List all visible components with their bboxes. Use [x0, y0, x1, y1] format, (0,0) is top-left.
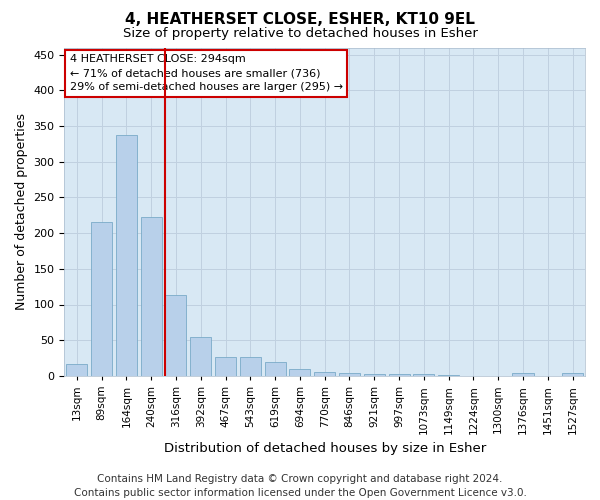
Bar: [66, 364, 88, 376]
Bar: [413, 374, 434, 376]
Bar: [289, 369, 310, 376]
Text: Contains HM Land Registry data © Crown copyright and database right 2024.
Contai: Contains HM Land Registry data © Crown c…: [74, 474, 526, 498]
Bar: [389, 374, 410, 376]
Text: 4 HEATHERSET CLOSE: 294sqm
← 71% of detached houses are smaller (736)
29% of sem: 4 HEATHERSET CLOSE: 294sqm ← 71% of deta…: [70, 54, 343, 92]
Bar: [166, 295, 187, 376]
X-axis label: Distribution of detached houses by size in Esher: Distribution of detached houses by size …: [164, 442, 486, 455]
Bar: [314, 372, 335, 376]
Bar: [364, 374, 385, 376]
Bar: [116, 134, 137, 376]
Bar: [438, 375, 459, 376]
Bar: [190, 338, 211, 376]
Bar: [562, 373, 583, 376]
Bar: [140, 218, 162, 376]
Y-axis label: Number of detached properties: Number of detached properties: [15, 113, 28, 310]
Text: Size of property relative to detached houses in Esher: Size of property relative to detached ho…: [122, 28, 478, 40]
Bar: [339, 373, 360, 376]
Bar: [91, 222, 112, 376]
Bar: [240, 358, 261, 376]
Text: 4, HEATHERSET CLOSE, ESHER, KT10 9EL: 4, HEATHERSET CLOSE, ESHER, KT10 9EL: [125, 12, 475, 28]
Bar: [265, 362, 286, 376]
Bar: [215, 358, 236, 376]
Bar: [512, 373, 533, 376]
